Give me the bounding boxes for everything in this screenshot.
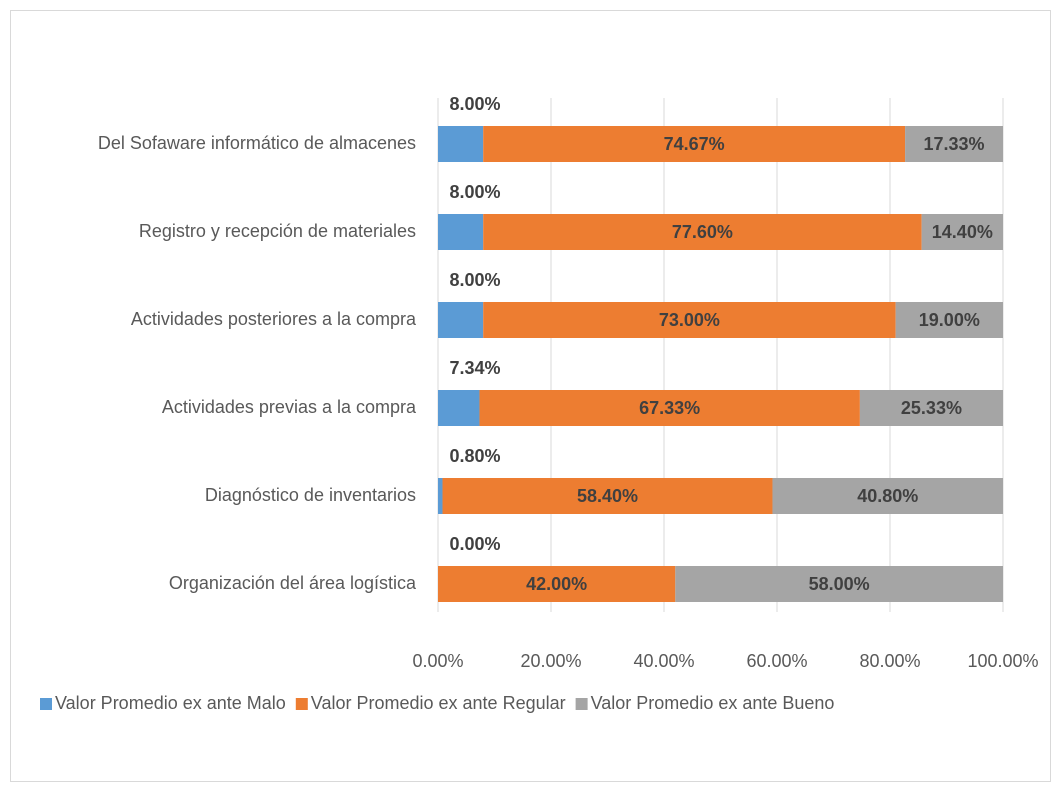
bar-segment: [438, 390, 480, 426]
data-label: 8.00%: [449, 94, 500, 114]
x-tick-label: 40.00%: [633, 651, 694, 671]
x-tick-label: 20.00%: [520, 651, 581, 671]
x-tick-label: 80.00%: [859, 651, 920, 671]
bar-segment: [921, 214, 1003, 250]
data-label: 73.00%: [659, 310, 720, 330]
x-tick-label: 100.00%: [967, 651, 1038, 671]
legend-label: Valor Promedio ex ante Bueno: [591, 693, 835, 713]
data-label: 42.00%: [526, 574, 587, 594]
bar-segment: [483, 302, 896, 338]
data-label: 14.40%: [932, 222, 993, 242]
bar-segment: [772, 478, 1003, 514]
bar-segment: [438, 478, 443, 514]
y-tick-label: Del Sofaware informático de almacenes: [98, 133, 416, 153]
bar-segment: [905, 126, 1003, 162]
y-tick-label: Registro y recepción de materiales: [139, 221, 416, 241]
data-label: 67.33%: [639, 398, 700, 418]
data-label: 77.60%: [672, 222, 733, 242]
data-label: 40.80%: [857, 486, 918, 506]
data-label: 7.34%: [449, 358, 500, 378]
data-label: 74.67%: [664, 134, 725, 154]
legend-label: Valor Promedio ex ante Malo: [55, 693, 286, 713]
legend-label: Valor Promedio ex ante Regular: [311, 693, 566, 713]
bar-segment: [438, 302, 484, 338]
data-label: 0.00%: [449, 534, 500, 554]
bar-segment: [483, 126, 906, 162]
data-label: 17.33%: [924, 134, 985, 154]
y-tick-label: Organización del área logística: [169, 573, 417, 593]
bar-segment: [675, 566, 1003, 602]
bar-segment: [483, 214, 922, 250]
legend-swatch: [40, 698, 52, 710]
bar-segment: [442, 478, 773, 514]
y-tick-label: Actividades posteriores a la compra: [131, 309, 417, 329]
data-label: 0.80%: [449, 446, 500, 466]
bar-segment: [438, 126, 484, 162]
data-label: 8.00%: [449, 270, 500, 290]
data-label: 25.33%: [901, 398, 962, 418]
data-label: 58.40%: [577, 486, 638, 506]
x-tick-label: 0.00%: [412, 651, 463, 671]
legend-swatch: [295, 698, 308, 710]
y-tick-label: Actividades previas a la compra: [162, 397, 417, 417]
bar-segment: [479, 390, 860, 426]
legend-swatch: [575, 698, 588, 710]
data-label: 8.00%: [449, 182, 500, 202]
bar-segment: [438, 566, 676, 602]
bar-segment: [895, 302, 1003, 338]
x-tick-label: 60.00%: [746, 651, 807, 671]
data-label: 19.00%: [919, 310, 980, 330]
bar-segment: [859, 390, 1003, 426]
data-label: 58.00%: [809, 574, 870, 594]
y-tick-label: Diagnóstico de inventarios: [205, 485, 416, 505]
bar-segment: [438, 214, 484, 250]
